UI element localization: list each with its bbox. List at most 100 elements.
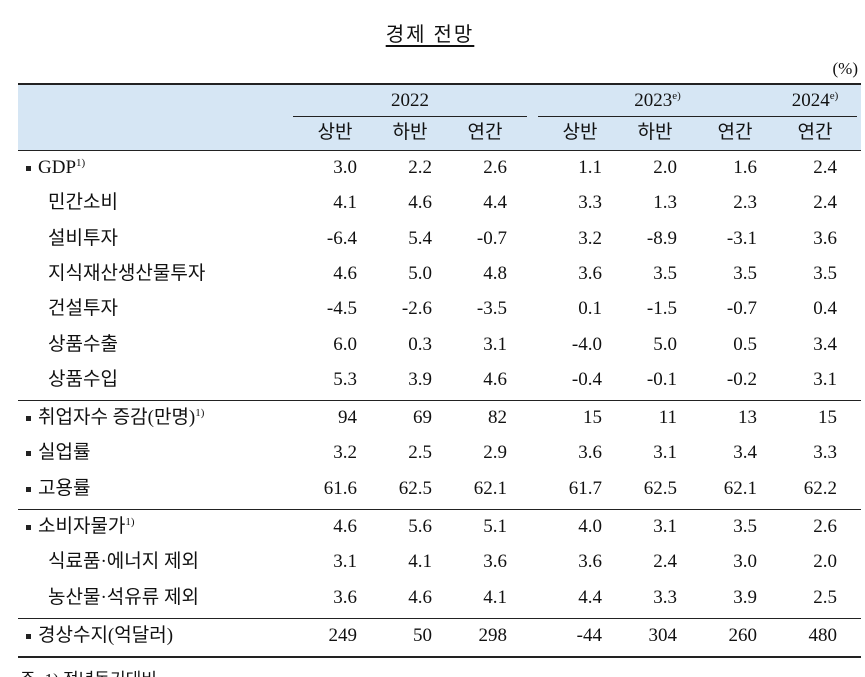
cell-value: 3.1 [483, 333, 507, 355]
cell-value: -6.4 [326, 227, 357, 249]
superscript: e) [829, 90, 839, 102]
cell-value: 50 [413, 624, 432, 646]
row-label-text: 농산물·석유류 제외 [48, 586, 199, 608]
cell-value: 4.8 [483, 262, 507, 284]
cell-value: 2.2 [408, 157, 432, 178]
cell-value: 4.6 [408, 586, 432, 608]
cell-value: 260 [728, 624, 758, 646]
cell-value: 3.4 [813, 333, 837, 355]
cell-value: 2.4 [653, 551, 677, 573]
row-label: GDP1) [38, 157, 85, 179]
bullet [26, 525, 31, 530]
cell-value: -8.9 [646, 227, 677, 249]
year-header: 2024e) [792, 90, 839, 112]
row-label-text: 경상수지(억달러) [38, 624, 174, 646]
cell-value: 3.6 [813, 227, 837, 249]
column-header: 상반 [562, 122, 598, 143]
cell-value: 2.4 [813, 192, 837, 214]
title: 경제 전망 [385, 24, 475, 46]
cell-value: 3.0 [333, 157, 357, 178]
cell-value: 3.6 [333, 586, 357, 608]
column-header: 상반 [317, 122, 353, 143]
row-label: 민간소비 [48, 192, 118, 214]
cell-value: 0.4 [813, 298, 837, 320]
cell-value: 5.0 [408, 262, 432, 284]
cell-value: 2.6 [813, 516, 837, 537]
cell-value: 11 [658, 407, 677, 429]
cell-value: 2.0 [653, 157, 677, 178]
row-label: 식료품·에너지 제외 [48, 551, 199, 573]
cell-value: 0.5 [733, 333, 757, 355]
year-label: 2024 [791, 90, 830, 111]
row-label-text: 소비자물가 [38, 516, 126, 537]
cell-value: 94 [338, 407, 357, 429]
cell-value: 3.6 [578, 442, 602, 464]
cell-value: -2.6 [401, 298, 432, 320]
cell-value: 3.1 [653, 516, 677, 537]
cell-value: 4.1 [483, 586, 507, 608]
cell-value: 3.3 [813, 442, 837, 464]
cell-value: 2.0 [813, 551, 837, 573]
cell-value: 15 [583, 407, 602, 429]
row-label-text: 상품수출 [48, 333, 118, 355]
cell-value: 82 [488, 407, 507, 429]
cell-value: 61.6 [323, 477, 357, 499]
rule [18, 617, 861, 619]
cell-value: 2.4 [813, 157, 837, 178]
cell-value: 4.6 [333, 516, 357, 537]
superscript: e) [672, 90, 681, 102]
row-label: 취업자수 증감(만명)1) [38, 407, 204, 429]
cell-value: 5.1 [483, 516, 507, 537]
superscript: 1) [76, 157, 86, 169]
cell-value: 6.0 [333, 333, 357, 355]
row-label-text: 식료품·에너지 제외 [48, 551, 199, 573]
year-label: 2023 [634, 90, 673, 111]
cell-value: 1.1 [578, 157, 602, 178]
cell-value: -4.5 [326, 298, 357, 320]
cell-value: 3.5 [813, 262, 837, 284]
cell-value: 3.1 [813, 368, 837, 390]
row-label: 상품수입 [48, 369, 118, 391]
bullet [26, 486, 31, 492]
rule [18, 509, 861, 510]
cell-value: 3.9 [733, 586, 757, 608]
row-label: 농산물·석유류 제외 [48, 587, 199, 609]
cell-value: 4.6 [408, 192, 432, 214]
cell-value: 5.4 [408, 227, 432, 249]
column-header: 연간 [717, 122, 753, 143]
row-label-text: 실업률 [38, 442, 91, 464]
cell-value: 0.1 [578, 298, 602, 320]
cell-value: 4.6 [483, 368, 507, 390]
cell-value: 4.6 [333, 262, 357, 284]
cell-value: 3.4 [733, 442, 757, 464]
row-label: 소비자물가1) [38, 516, 135, 538]
bullet [26, 166, 31, 171]
row-label-text: 고용률 [38, 477, 91, 499]
cell-value: 0.3 [408, 333, 432, 355]
cell-value: 3.3 [578, 192, 602, 214]
cell-value: 304 [648, 624, 678, 646]
cell-value: -4.0 [571, 333, 602, 355]
row-label: 건설투자 [48, 298, 118, 320]
row-label-text: 민간소비 [48, 192, 118, 214]
cell-value: 4.1 [333, 192, 357, 214]
row-label: 고용률 [38, 478, 90, 500]
cell-value: 3.2 [333, 442, 357, 464]
cell-value: 3.5 [733, 262, 757, 284]
cell-value: -1.5 [646, 298, 677, 320]
cell-value: 4.4 [578, 586, 602, 608]
row-label-text: 상품수입 [48, 368, 118, 390]
cell-value: 15 [818, 407, 837, 429]
rule [773, 116, 857, 117]
cell-value: -0.4 [571, 368, 602, 390]
row-label: 상품수출 [48, 334, 118, 356]
cell-value: 13 [738, 407, 757, 429]
cell-value: 2.5 [408, 442, 432, 464]
column-header: 하반 [392, 122, 428, 143]
row-label: 실업률 [38, 442, 90, 464]
cell-value: 3.1 [333, 551, 357, 573]
cell-value: 298 [478, 624, 508, 646]
row-label-text: GDP [38, 157, 77, 178]
cell-value: 5.6 [408, 516, 432, 537]
